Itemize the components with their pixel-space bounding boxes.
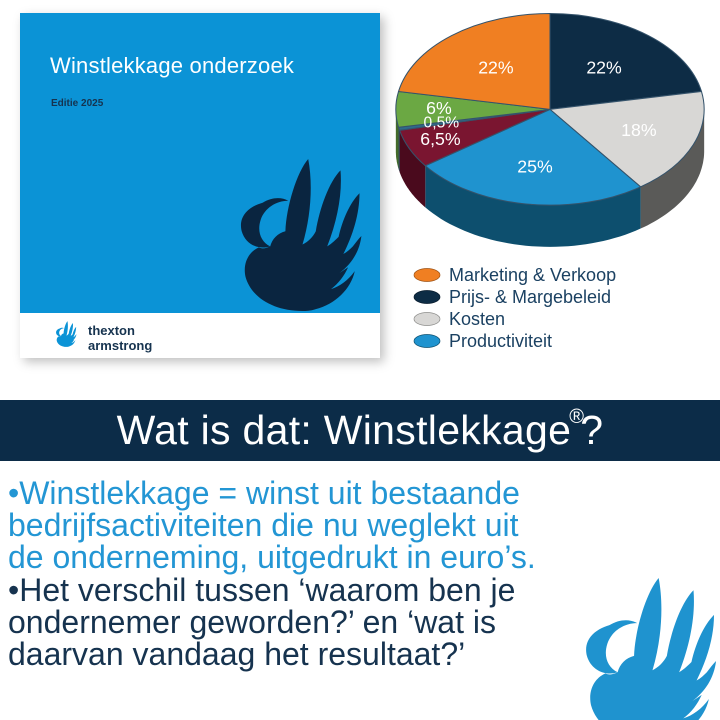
- svg-text:22%: 22%: [586, 57, 622, 77]
- svg-text:22%: 22%: [478, 57, 514, 77]
- svg-text:18%: 18%: [621, 120, 657, 140]
- svg-text:25%: 25%: [517, 157, 553, 177]
- svg-text:6,5%: 6,5%: [420, 129, 461, 149]
- svg-text:6%: 6%: [426, 98, 452, 118]
